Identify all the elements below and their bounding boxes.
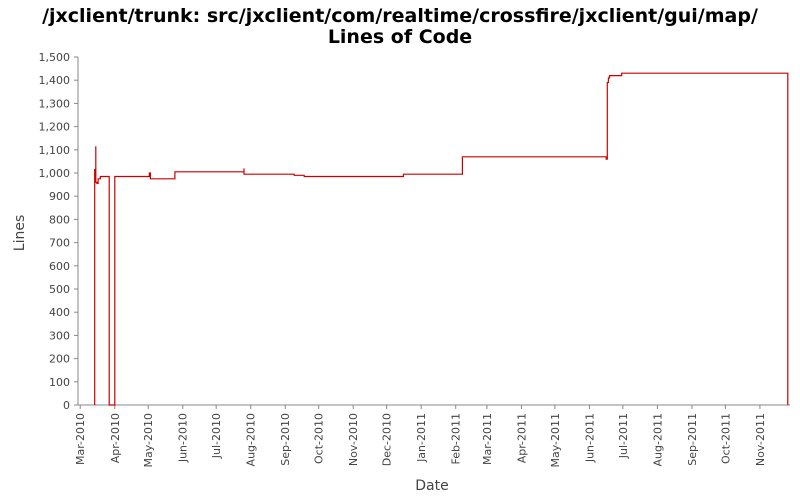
x-tick-label: Sep-2010 (279, 413, 292, 466)
y-tick-label: 700 (49, 237, 70, 250)
y-tick-label: 600 (49, 260, 70, 273)
y-tick-label: 100 (49, 376, 70, 389)
x-tick-label: Dec-2010 (381, 413, 394, 466)
x-tick-label: Mar-2010 (74, 413, 87, 465)
x-tick-label: Oct-2010 (313, 413, 326, 464)
x-tick-label: Jun-2010 (177, 413, 190, 463)
x-tick-label: Jun-2011 (583, 413, 596, 463)
y-tick-label: 1,100 (39, 144, 71, 157)
y-tick-label: 500 (49, 283, 70, 296)
plot-area: 0 100 200 300 400 500 600 700 800 900 1,000 1,100 1,… (39, 51, 790, 468)
x-tick-label: Nov-2011 (754, 413, 767, 466)
x-tick-label: Feb-2011 (450, 413, 463, 464)
chart-title: /jxclient/trunk: src/jxclient/com/realti… (42, 5, 758, 27)
chart-subtitle: Lines of Code (327, 26, 473, 48)
x-tick-label: May-2011 (549, 413, 562, 468)
x-tick-label: Oct-2011 (719, 413, 732, 464)
x-tick-label: Jan-2011 (415, 413, 428, 463)
y-tick-label: 200 (49, 353, 70, 366)
y-axis-label: Lines (12, 215, 28, 251)
y-tick-label: 400 (49, 306, 70, 319)
x-tick-label: Aug-2010 (245, 413, 258, 466)
y-tick-label: 1,200 (39, 121, 71, 134)
y-tick-label: 1,400 (39, 74, 71, 87)
y-tick-label: 1,000 (39, 167, 71, 180)
y-tick-label: 900 (49, 190, 70, 203)
y-tick-label: 800 (49, 213, 70, 226)
y-tick-label: 1,500 (39, 51, 71, 64)
x-tick-label: Nov-2010 (347, 413, 360, 466)
y-tick-label: 0 (63, 399, 70, 412)
x-tick-label: Jul-2010 (210, 413, 223, 459)
x-tick-label: Apr-2010 (109, 413, 122, 463)
series-line (94, 72, 789, 406)
x-axis-label: Date (415, 478, 448, 494)
y-tick-label: 300 (49, 329, 70, 342)
x-tick-label: Aug-2011 (651, 413, 664, 466)
x-tick-label: May-2010 (142, 413, 155, 468)
x-tick-label: Sep-2011 (686, 413, 699, 466)
x-tick-label: Apr-2011 (515, 413, 528, 463)
x-tick-label: Jul-2011 (617, 413, 630, 459)
y-tick-label: 1,300 (39, 97, 71, 110)
x-tick-label: Mar-2011 (481, 413, 494, 465)
